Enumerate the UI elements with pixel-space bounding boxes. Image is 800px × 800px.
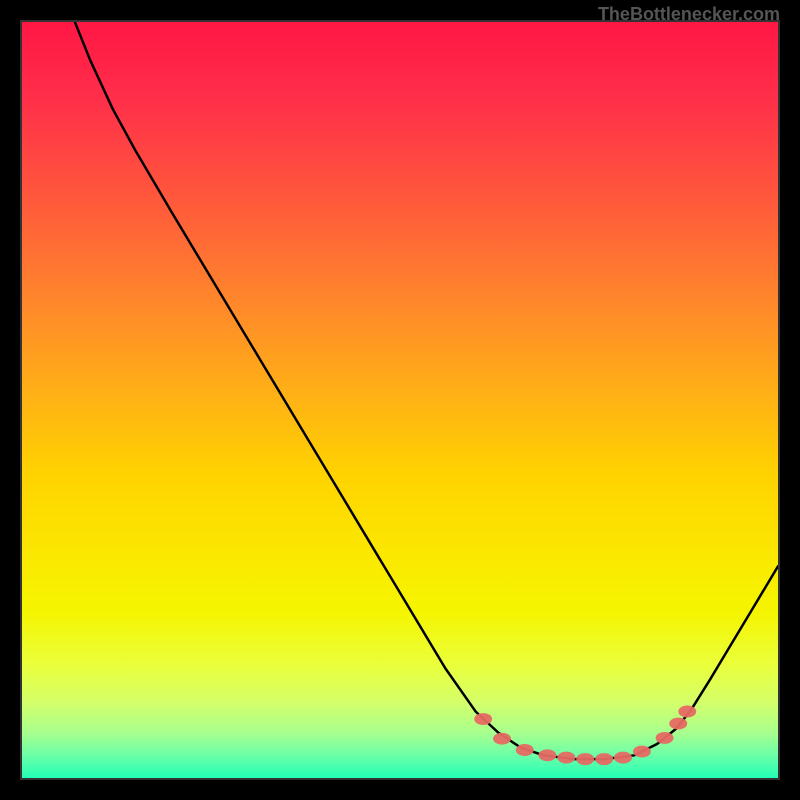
plot-area xyxy=(20,20,780,780)
gradient-rect xyxy=(22,22,778,778)
watermark-text: TheBottlenecker.com xyxy=(598,4,780,25)
gradient-background xyxy=(22,22,778,778)
